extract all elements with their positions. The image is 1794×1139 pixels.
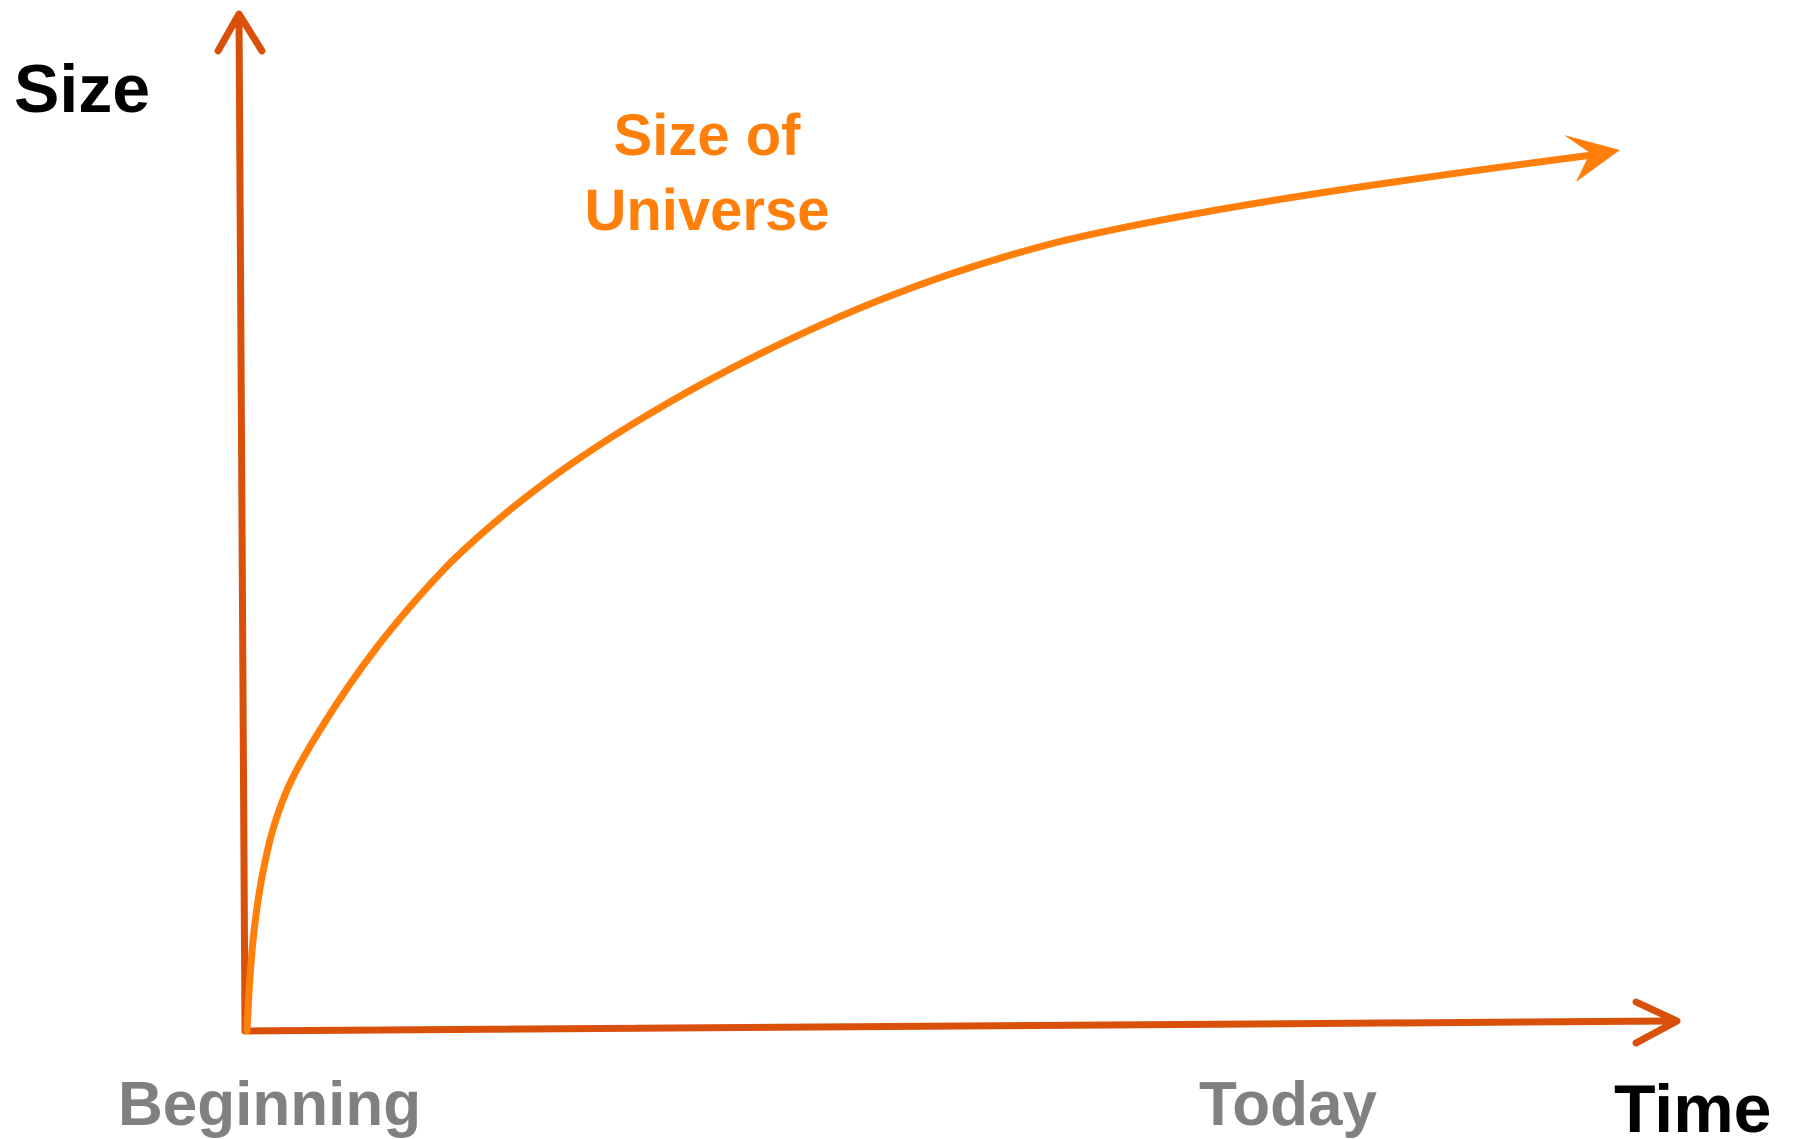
y-axis-arrowhead xyxy=(214,10,266,55)
y-axis-label: Size xyxy=(14,51,150,127)
y-axis xyxy=(235,12,249,1035)
curve-label: Universe xyxy=(584,178,829,243)
end-label: Today xyxy=(1199,1070,1377,1139)
x-axis xyxy=(241,1017,1679,1035)
x-axis-arrowhead xyxy=(1632,998,1681,1047)
curve-arrowhead xyxy=(1564,135,1620,182)
curve-label: Size of xyxy=(614,103,802,168)
universe-curve xyxy=(243,150,1604,1035)
x-axis-label: Time xyxy=(1614,1071,1771,1139)
start-label: Beginning xyxy=(118,1070,421,1139)
